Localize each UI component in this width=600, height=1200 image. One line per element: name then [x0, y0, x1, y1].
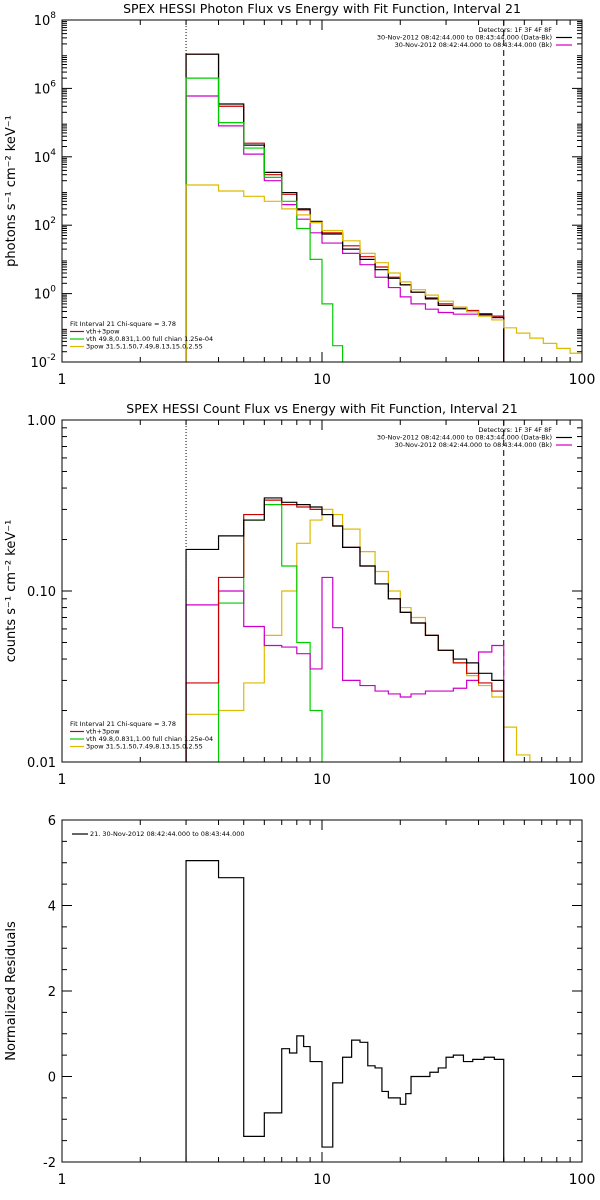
y-tick-label: 108	[34, 11, 57, 29]
y-axis-label: photons s⁻¹ cm⁻² keV⁻¹	[4, 115, 19, 267]
series-thermal-line	[185, 77, 344, 362]
y-tick-label: 100	[34, 285, 57, 303]
y-tick-exponent: 6	[50, 79, 56, 89]
y-tick-base: 10	[34, 82, 51, 97]
series-group	[185, 53, 582, 362]
y-axis-label: counts s⁻¹ cm⁻² keV⁻¹	[4, 520, 19, 663]
legend-entry: vth 49.8,0.831,1.00 full chian 1.25e-04	[86, 735, 213, 743]
series-group	[185, 860, 505, 1162]
chart-title: SPEX HESSI Count Flux vs Energy with Fit…	[126, 401, 517, 416]
x-tick-label: 100	[569, 1172, 596, 1188]
y-tick-exponent: 4	[50, 148, 56, 158]
series-fit_total-line	[185, 53, 505, 362]
y-axis-label: Normalized Residuals	[4, 921, 19, 1061]
y-tick-exponent: 0	[50, 285, 56, 295]
legend-entry: vth 49.8,0.831,1.00 full chian 1.25e-04	[86, 335, 213, 343]
y-tick-base: 10	[34, 288, 51, 303]
x-tick-label: 100	[569, 372, 596, 388]
x-tick-label: 1	[58, 772, 67, 788]
y-tick-exponent: 8	[50, 11, 56, 21]
plot-frame	[61, 419, 583, 763]
y-tick-label: 10-2	[30, 353, 56, 371]
y-tick-label: 0.10	[27, 585, 56, 600]
y-tick-base: 10	[30, 356, 47, 371]
chart-title: SPEX HESSI Photon Flux vs Energy with Fi…	[123, 1, 521, 16]
panel-2: SPEX HESSI Count Flux vs Energy with Fit…	[4, 401, 595, 788]
series-bk-line	[185, 576, 505, 762]
plot-frame	[61, 819, 583, 1163]
legend-detectors: Detectors: 1F 3F 4F 8F	[478, 426, 552, 434]
x-tick-label: 1	[58, 372, 67, 388]
series-data-line	[185, 53, 505, 362]
legend-entry: vth+3pow	[86, 728, 120, 736]
x-tick-label: 10	[313, 372, 331, 388]
x-tick-label: 1	[58, 1172, 67, 1188]
x-tick-label: 10	[313, 772, 331, 788]
y-tick-exponent: 2	[50, 216, 56, 226]
legend-entry: 30-Nov-2012 08:42:44.000 to 08:43:44.000…	[377, 34, 552, 42]
y-tick-label: 0	[48, 1071, 56, 1086]
panel-3: Normalized Residuals 1 10 100 -2 0 2 4 6 21. 30-N…	[4, 814, 595, 1188]
legend-entry: 30-Nov-2012 08:42:44.000 to 08:43:44.000…	[395, 41, 552, 49]
x-tick-label: 100	[569, 772, 596, 788]
series-fit_total-line	[185, 499, 505, 762]
series-residuals-line	[185, 860, 505, 1162]
legend-fit-title: Fit Interval 21 Chi-square = 3.78	[70, 320, 176, 328]
y-tick-exponent: -2	[47, 353, 56, 363]
x-tick-label: 10	[313, 1172, 331, 1188]
y-tick-base: 10	[34, 219, 51, 234]
panel-1: SPEX HESSI Photon Flux vs Energy with Fi…	[4, 1, 595, 388]
series-thermal-line	[217, 504, 323, 762]
series-group	[185, 497, 531, 762]
legend-entry: 3pow 31.5,1.50,7.49,8.13,15.0,2.55	[86, 743, 203, 751]
y-tick-label: 106	[34, 79, 57, 97]
y-tick-label: 102	[34, 216, 56, 234]
series-bk-line	[185, 95, 505, 362]
legend-fit-title: Fit Interval 21 Chi-square = 3.78	[70, 720, 176, 728]
series-data-line	[185, 497, 505, 762]
series-power-line	[185, 508, 531, 762]
y-tick-label: 1.00	[27, 414, 56, 429]
series-power-line	[185, 184, 582, 362]
y-tick-label: 4	[48, 900, 56, 915]
y-tick-label: -2	[43, 1156, 56, 1171]
y-tick-label: 104	[34, 148, 57, 166]
y-tick-label: 2	[48, 985, 56, 1000]
y-tick-label: 6	[48, 814, 56, 829]
plot-frame	[61, 19, 583, 363]
legend-entry: 21. 30-Nov-2012 08:42:44.000 to 08:43:44…	[90, 830, 244, 838]
legend-entry: vth+3pow	[86, 328, 120, 336]
y-tick-base: 10	[34, 151, 51, 166]
legend-entry: 30-Nov-2012 08:42:44.000 to 08:43:44.000…	[377, 434, 552, 442]
legend-detectors: Detectors: 1F 3F 4F 8F	[478, 26, 552, 34]
y-tick-label: 0.01	[27, 756, 56, 771]
legend-entry: 30-Nov-2012 08:42:44.000 to 08:43:44.000…	[395, 441, 552, 449]
y-tick-base: 10	[34, 14, 51, 29]
legend-entry: 3pow 31.5,1.50,7.49,8.13,15.0,2.55	[86, 343, 203, 351]
